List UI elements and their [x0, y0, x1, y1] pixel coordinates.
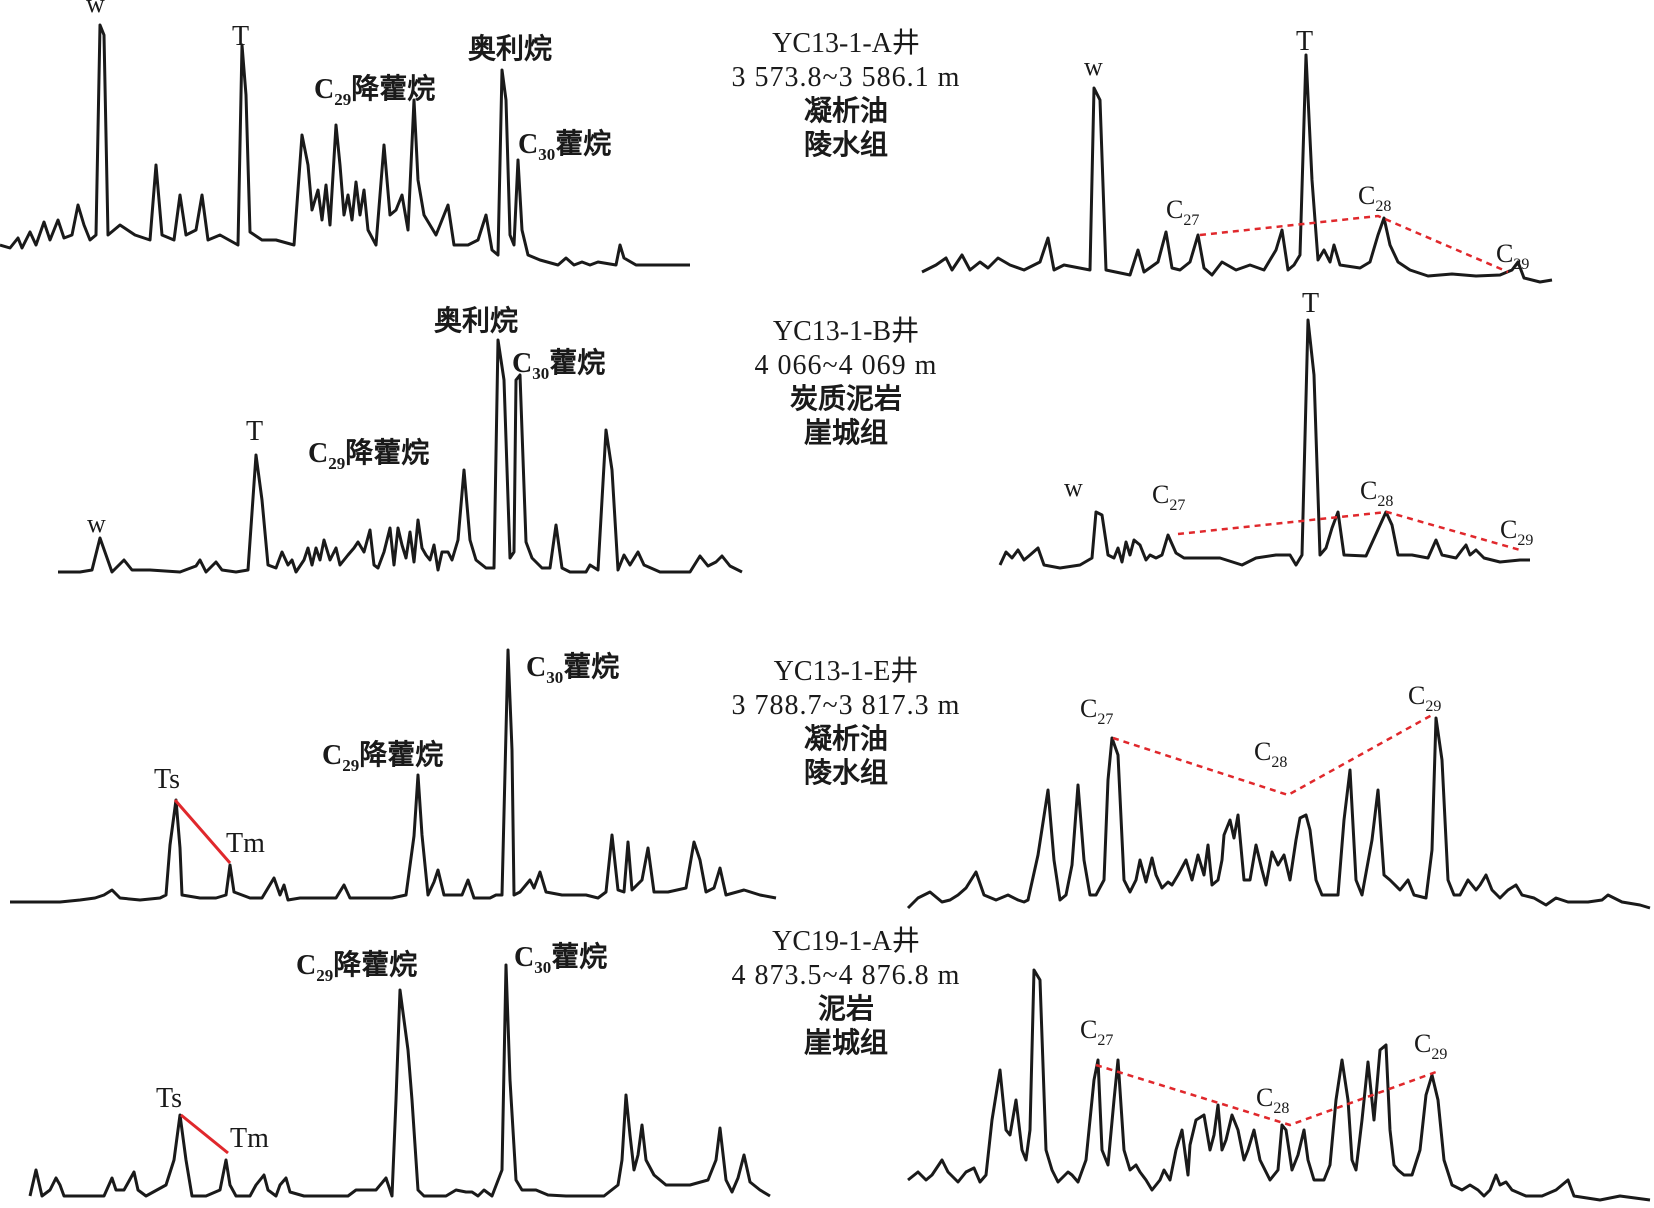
- peak-label-c30-hopane: C30藿烷: [512, 346, 605, 383]
- peak-label-c30-hopane: C30藿烷: [518, 127, 611, 164]
- labels-b-sterane: w T C27 C28 C29: [1064, 288, 1533, 549]
- labels-e-sterane: C27 C28 C29: [1080, 681, 1441, 771]
- peak-label-t: T: [232, 21, 249, 52]
- ts-tm-line-e: [173, 799, 232, 864]
- formation: 陵水组: [804, 129, 888, 161]
- sample-info-yc19: YC19-1-A井 4 873.5~4 876.8 m 泥岩 崖城组: [732, 925, 961, 1059]
- peak-label-ts: Ts: [154, 764, 180, 795]
- peak-label-ts: Ts: [156, 1083, 182, 1114]
- formation: 崖城组: [804, 417, 888, 449]
- peak-label-oleanane: 奥利烷: [468, 32, 552, 65]
- peak-label-c30-hopane: C30藿烷: [526, 650, 619, 687]
- peak-label-c28: C28: [1254, 737, 1287, 771]
- peak-label-c27: C27: [1080, 694, 1113, 728]
- peak-label-tm: Tm: [226, 828, 265, 859]
- peak-label-tm: Tm: [230, 1123, 269, 1154]
- peak-label-c29-norhopane: C29降藿烷: [314, 72, 435, 109]
- ratio-line-yc19: [1095, 1063, 1437, 1127]
- formation: 陵水组: [804, 757, 888, 789]
- peak-label-c30-hopane: C30藿烷: [514, 940, 607, 977]
- trace-e-sterane: [906, 716, 1651, 910]
- sample-info-e: YC13-1-E井 3 788.7~3 817.3 m 凝析油 陵水组: [732, 655, 961, 789]
- peak-label-oleanane: 奥利烷: [434, 304, 518, 337]
- labels-yc19-sterane: C27 C28 C29: [1080, 1015, 1447, 1117]
- lithology: 凝析油: [804, 723, 888, 755]
- peak-label-c29-norhopane: C29降藿烷: [322, 738, 443, 775]
- well-name: YC13-1-A井: [772, 27, 920, 59]
- sample-info-a: YC13-1-A井 3 573.8~3 586.1 m 凝析油 陵水组: [732, 27, 961, 161]
- peak-label-w: w: [86, 0, 105, 18]
- peak-label-c29: C29: [1496, 239, 1529, 273]
- peak-label-t: T: [246, 416, 263, 447]
- trace-b-terpane: [58, 338, 743, 574]
- well-name: YC19-1-A井: [772, 925, 920, 957]
- trace-a-sterane: [921, 53, 1553, 284]
- ratio-line-b: [1177, 510, 1521, 552]
- labels-a-terpane: w T C29降藿烷 奥利烷 C30藿烷: [86, 0, 611, 164]
- labels-yc19-terpane: Ts Tm C29降藿烷 C30藿烷: [156, 940, 607, 1154]
- lithology: 凝析油: [804, 95, 888, 127]
- ratio-line-a: [1199, 214, 1509, 274]
- peak-label-c28: C28: [1256, 1083, 1289, 1117]
- well-name: YC13-1-E井: [774, 655, 919, 687]
- peak-label-c29-norhopane: C29降藿烷: [308, 436, 429, 473]
- peak-label-w: w: [1084, 52, 1103, 81]
- well-name: YC13-1-B井: [773, 315, 919, 347]
- peak-label-t: T: [1302, 288, 1319, 319]
- peak-label-t: T: [1296, 26, 1313, 57]
- labels-b-terpane: w T C29降藿烷 奥利烷 C30藿烷: [87, 304, 605, 538]
- depth-range: 4 066~4 069 m: [755, 350, 938, 381]
- peak-label-c28: C28: [1360, 476, 1393, 510]
- depth-range: 4 873.5~4 876.8 m: [732, 960, 961, 991]
- depth-range: 3 573.8~3 586.1 m: [732, 62, 961, 93]
- trace-yc19-terpane: [28, 963, 771, 1198]
- peak-label-w: w: [1064, 473, 1083, 502]
- peak-label-c27: C27: [1166, 195, 1199, 229]
- peak-label-c29-norhopane: C29降藿烷: [296, 948, 417, 985]
- trace-yc19-sterane: [907, 968, 1651, 1202]
- trace-e-terpane: [10, 648, 777, 904]
- labels-e-terpane: Ts Tm C29降藿烷 C30藿烷: [154, 650, 619, 859]
- lithology: 泥岩: [818, 993, 874, 1025]
- formation: 崖城组: [804, 1027, 888, 1059]
- peak-label-c27: C27: [1152, 480, 1185, 514]
- peak-label-c27: C27: [1080, 1015, 1113, 1049]
- traces: [0, 23, 1651, 1202]
- trace-b-sterane: [998, 318, 1530, 570]
- labels-a-sterane: w T C27 C28 C29: [1084, 26, 1529, 273]
- trace-a-terpane: [0, 23, 690, 267]
- peak-label-c29: C29: [1408, 681, 1441, 715]
- ts-tm-line-yc19: [180, 1113, 229, 1155]
- depth-range: 3 788.7~3 817.3 m: [732, 690, 961, 721]
- peak-label-c29: C29: [1500, 515, 1533, 549]
- peak-label-w: w: [87, 509, 106, 538]
- peak-label-c28: C28: [1358, 181, 1391, 215]
- sample-info-b: YC13-1-B井 4 066~4 069 m 炭质泥岩 崖城组: [755, 315, 938, 449]
- ratio-lines: [173, 214, 1521, 1155]
- lithology: 炭质泥岩: [790, 383, 902, 415]
- peak-label-c29: C29: [1414, 1029, 1447, 1063]
